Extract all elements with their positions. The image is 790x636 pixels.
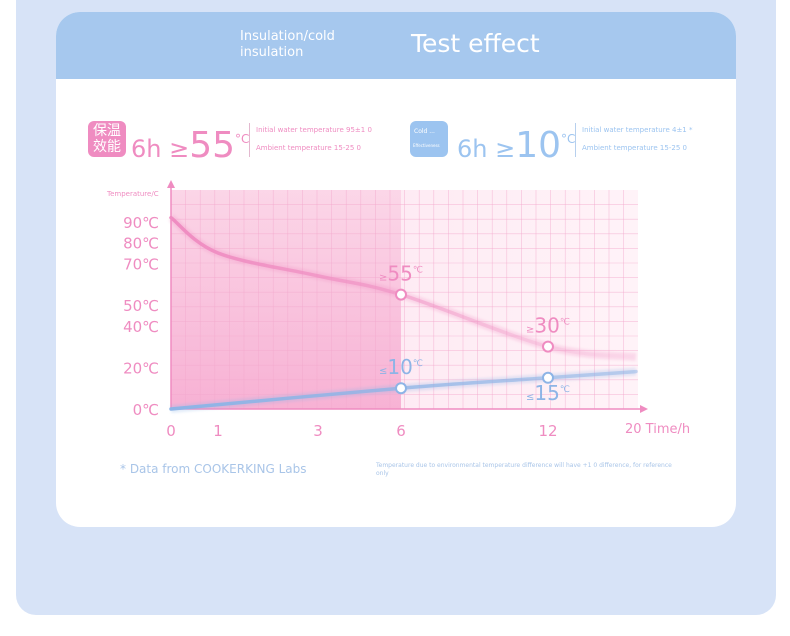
y-tick-label: 20℃ (123, 359, 159, 377)
warm-badge: 保温效能 (88, 121, 126, 157)
cold-badge: Cold ... Effectiveness (410, 121, 448, 157)
cold-unit: °C (561, 132, 576, 146)
x-tick-label: 12 (538, 422, 557, 440)
data-source-note: * Data from COOKERKING Labs (120, 462, 307, 476)
data-label: ≥30℃ (526, 314, 570, 338)
y-tick-label: 40℃ (123, 318, 159, 336)
y-tick-label: 80℃ (123, 235, 159, 253)
cold-series-line (169, 369, 638, 411)
cold-divider (575, 123, 576, 157)
data-point (395, 382, 407, 395)
y-tick-label: 90℃ (123, 214, 159, 232)
data-label: ≤15℃ (526, 381, 570, 405)
disclaimer-note: Temperature due to environmental tempera… (376, 462, 672, 477)
x-tick-label: 3 (313, 422, 323, 440)
warm-value: 55 (189, 125, 236, 166)
header-subtitle: Insulation/cold insulation (240, 29, 335, 60)
y-tick-label: 0℃ (133, 401, 159, 419)
x-tick-label-20: 20 Time/h (625, 422, 690, 437)
warm-hours: 6h (131, 135, 162, 163)
y-tick-label: 70℃ (123, 255, 159, 273)
temperature-chart: Temperature/C 0℃ 20℃ 40℃ 50℃ 70℃ 80℃ 90℃ 0 1 3 6 12 2… (106, 180, 690, 440)
data-point (542, 340, 554, 353)
cold-value: 10 (515, 125, 562, 166)
data-point (542, 371, 554, 384)
header-title: Test effect (411, 29, 540, 58)
test-effect-card: Insulation/cold insulation Test effect 保… (56, 12, 736, 527)
data-label: ≥55℃ (379, 262, 423, 286)
chart-highlight-0-6h (171, 190, 401, 409)
y-axis-label: Temperature/C (106, 190, 159, 198)
y-tick-label: 50℃ (123, 297, 159, 315)
cold-note-initial: Initial water temperature 4±1 * (582, 126, 693, 134)
warm-series-line (169, 215, 638, 359)
x-tick-label: 6 (396, 422, 406, 440)
warm-sign: ≥ (169, 135, 190, 163)
data-label: ≤10℃ (379, 355, 423, 379)
x-tick-label: 0 (166, 422, 176, 440)
cold-badge-line2: Effectiveness (413, 143, 440, 148)
cold-note-ambient: Ambient temperature 15-25 0 (582, 144, 687, 152)
x-tick-label: 1 (213, 422, 223, 440)
warm-divider (249, 123, 250, 157)
cold-badge-line1: Cold ... (414, 128, 435, 135)
header-band: Insulation/cold insulation Test effect (56, 12, 736, 79)
x-axis-arrow (640, 405, 648, 413)
data-point (395, 288, 407, 301)
cold-sign: ≥ (495, 135, 516, 163)
warm-note-ambient: Ambient temperature 15-25 0 (256, 144, 361, 152)
cold-hours: 6h (457, 135, 488, 163)
y-axis-arrow (167, 180, 175, 188)
warm-stat-value: 6h ≥55°C (131, 119, 249, 169)
warm-note-initial: Initial water temperature 95±1 0 (256, 126, 372, 134)
cold-stat-value: 6h ≥10°C (457, 119, 575, 169)
warm-unit: °C (235, 132, 250, 146)
